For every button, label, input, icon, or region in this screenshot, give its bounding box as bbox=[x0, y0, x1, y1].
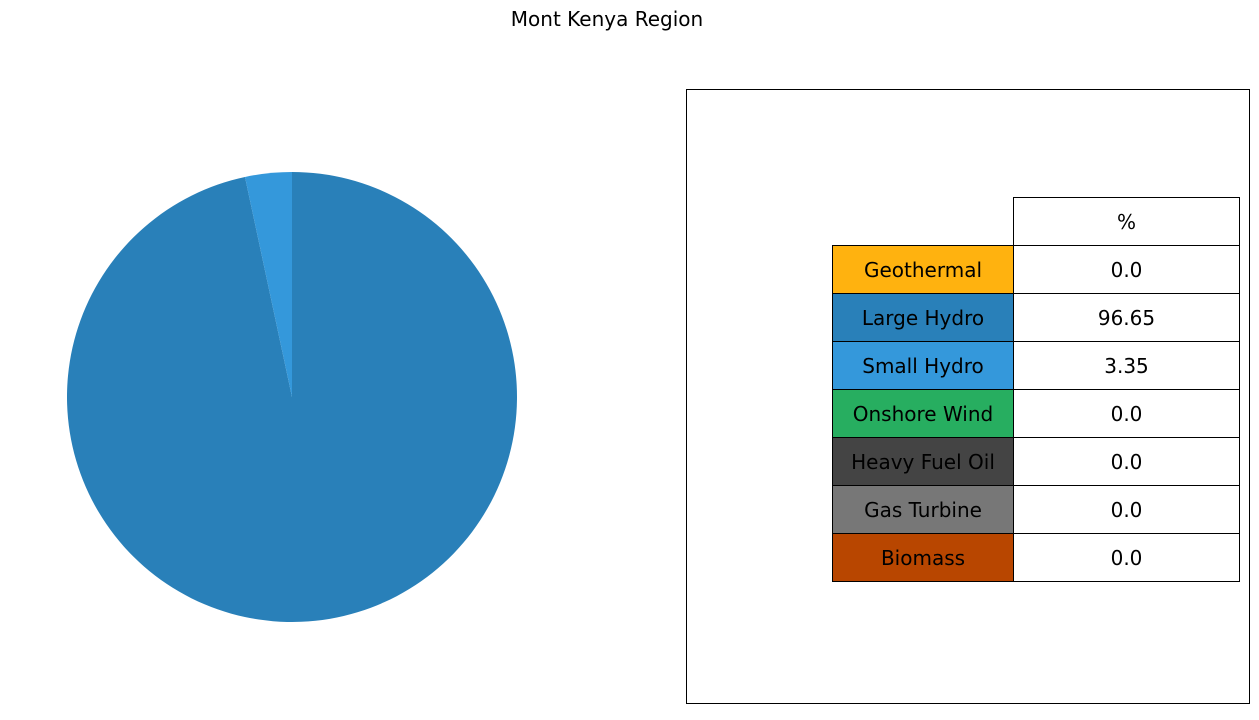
row-label: Onshore Wind bbox=[832, 389, 1014, 438]
row-value: 0.0 bbox=[1013, 245, 1240, 294]
row-label: Small Hydro bbox=[832, 341, 1014, 390]
row-label: Large Hydro bbox=[832, 293, 1014, 342]
pie-chart bbox=[66, 172, 518, 622]
table-row: Heavy Fuel Oil 0.0 bbox=[832, 437, 1240, 486]
row-value: 0.0 bbox=[1013, 485, 1240, 534]
row-label: Biomass bbox=[832, 533, 1014, 582]
table-corner-cell bbox=[833, 198, 1014, 246]
table-header-row: % bbox=[833, 197, 1240, 246]
table-row: Geothermal 0.0 bbox=[832, 245, 1240, 294]
table-row: Large Hydro 96.65 bbox=[832, 293, 1240, 342]
pie-slices bbox=[66, 172, 518, 622]
generation-share-table: % Geothermal 0.0 Large Hydro 96.65 Small… bbox=[832, 197, 1240, 582]
row-label: Geothermal bbox=[832, 245, 1014, 294]
table-row: Gas Turbine 0.0 bbox=[832, 485, 1240, 534]
table-row: Onshore Wind 0.0 bbox=[832, 389, 1240, 438]
row-value: 0.0 bbox=[1013, 437, 1240, 486]
column-header-percent: % bbox=[1013, 197, 1240, 246]
row-value: 0.0 bbox=[1013, 533, 1240, 582]
table-row: Biomass 0.0 bbox=[832, 533, 1240, 582]
table-row: Small Hydro 3.35 bbox=[832, 341, 1240, 390]
row-value: 0.0 bbox=[1013, 389, 1240, 438]
row-label: Heavy Fuel Oil bbox=[832, 437, 1014, 486]
row-value: 96.65 bbox=[1013, 293, 1240, 342]
pie-slice-small-hydro bbox=[244, 172, 292, 397]
row-label: Gas Turbine bbox=[832, 485, 1014, 534]
table-panel: % Geothermal 0.0 Large Hydro 96.65 Small… bbox=[686, 89, 1250, 704]
row-value: 3.35 bbox=[1013, 341, 1240, 390]
chart-title: Mont Kenya Region bbox=[510, 7, 704, 31]
